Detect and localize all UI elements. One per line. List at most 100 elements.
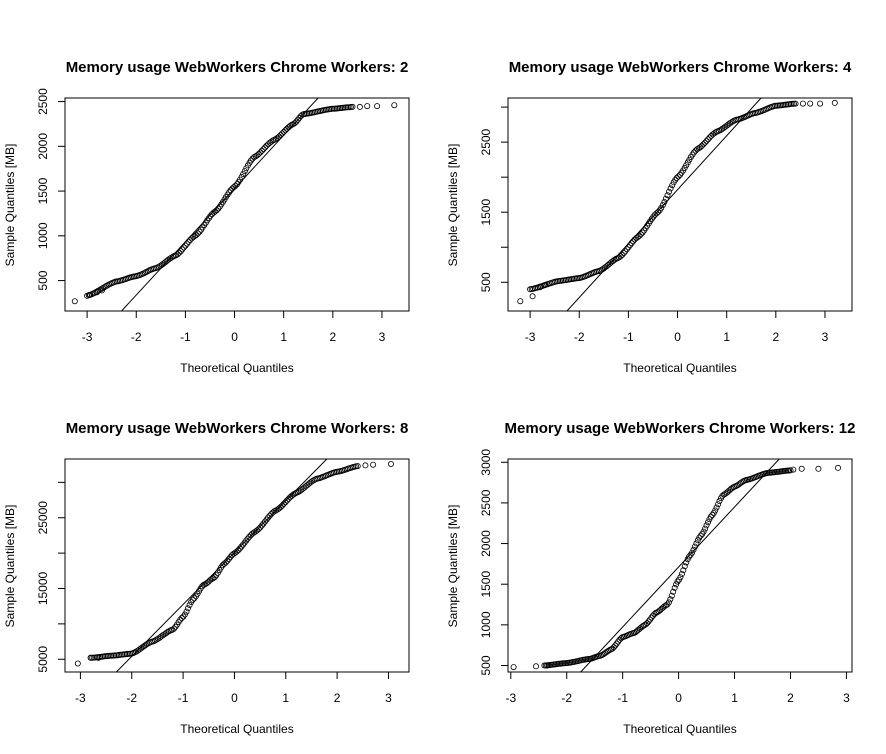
data-point: [93, 289, 100, 296]
data-point: [133, 648, 140, 655]
plot-area: -3 -2 -1 0 1 2 3 500 1500 2500: [479, 97, 853, 344]
data-point: [142, 642, 149, 649]
data-point: [246, 533, 253, 540]
data-point: [711, 130, 718, 137]
data-point: [799, 100, 806, 107]
data-point: [95, 654, 102, 661]
data-point: [283, 497, 290, 504]
data-point: [612, 642, 619, 649]
data-point: [668, 592, 675, 599]
data-point: [178, 614, 185, 621]
y-axis-label: Sample Quantiles [MB]: [3, 144, 17, 267]
data-point: [249, 530, 256, 537]
sample-points: [71, 102, 398, 305]
data-point: [648, 614, 655, 621]
data-point: [354, 463, 361, 470]
data-point: [661, 198, 668, 205]
data-point: [798, 465, 805, 472]
data-point: [180, 244, 187, 251]
data-point: [181, 611, 188, 618]
data-point: [258, 147, 265, 154]
data-point: [659, 202, 666, 209]
data-point: [597, 267, 604, 274]
data-point: [247, 157, 254, 164]
data-point: [250, 529, 257, 536]
data-point: [168, 254, 175, 261]
y-tick-label: 25000: [36, 501, 50, 535]
data-point: [196, 228, 203, 235]
plot-area: -3 -2 -1 0 1 2 3 500 1000 1500 2000 2500: [36, 88, 410, 344]
sample-points: [510, 464, 842, 671]
data-point: [673, 174, 680, 181]
data-point: [183, 608, 190, 615]
y-axis-label: Sample Quantiles [MB]: [446, 505, 460, 628]
data-point: [683, 559, 690, 566]
data-point: [619, 251, 626, 258]
data-point: [238, 543, 245, 550]
data-point: [613, 640, 620, 647]
data-point: [698, 142, 705, 149]
data-point: [153, 636, 160, 643]
data-point: [362, 462, 369, 469]
qq-plot-workers-2: Memory usage WebWorkers Chrome Workers: …: [3, 59, 410, 375]
data-point: [391, 102, 398, 109]
chart-title: Memory usage WebWorkers Chrome Workers: …: [66, 420, 409, 437]
y-tick-label: 2500: [479, 489, 493, 516]
data-point: [189, 596, 196, 603]
x-tick-label: 3: [379, 330, 386, 344]
x-tick-label: -1: [623, 330, 634, 344]
data-point: [615, 638, 622, 645]
data-point: [291, 120, 298, 127]
data-point: [98, 287, 105, 294]
plot-frame: [64, 458, 410, 673]
data-point: [713, 504, 720, 511]
data-point: [243, 537, 250, 544]
data-point: [87, 654, 94, 661]
data-point: [620, 250, 627, 257]
x-tick-label: 1: [731, 691, 738, 705]
data-point: [703, 137, 710, 144]
data-point: [701, 139, 708, 146]
qq-plot-workers-8: Memory usage WebWorkers Chrome Workers: …: [3, 420, 410, 736]
data-point: [707, 513, 714, 520]
x-tick-label: 0: [231, 330, 238, 344]
data-point: [277, 503, 284, 510]
data-point: [225, 556, 232, 563]
x-tick-label: 2: [334, 691, 341, 705]
data-point: [610, 644, 617, 651]
data-point: [254, 527, 261, 534]
data-point: [669, 182, 676, 189]
data-point: [227, 187, 234, 194]
data-point: [233, 548, 240, 555]
x-tick-label: -1: [617, 691, 628, 705]
data-point: [227, 554, 234, 561]
data-point: [623, 246, 630, 253]
data-point: [630, 238, 637, 245]
data-point: [261, 518, 268, 525]
data-point: [155, 263, 162, 270]
x-tick-label: 1: [280, 330, 287, 344]
data-point: [370, 461, 377, 468]
y-tick-label: 2000: [479, 530, 493, 557]
data-point: [691, 149, 698, 156]
x-tick-label: 0: [675, 691, 682, 705]
x-tick-label: 2: [787, 691, 794, 705]
data-point: [244, 535, 251, 542]
data-point: [213, 207, 220, 214]
data-point: [533, 663, 540, 670]
data-point: [236, 545, 243, 552]
qq-plot-workers-12: Memory usage WebWorkers Chrome Workers: …: [446, 420, 855, 736]
data-point: [667, 596, 674, 603]
y-tick-label: 15000: [36, 571, 50, 605]
data-point: [702, 525, 709, 532]
data-point: [215, 205, 222, 212]
y-tick-label: 500: [479, 272, 493, 292]
data-point: [141, 643, 148, 650]
data-point: [294, 489, 301, 496]
data-point: [653, 210, 660, 217]
data-point: [293, 118, 300, 125]
data-point: [241, 168, 248, 175]
plot-frame: [507, 97, 853, 312]
data-point: [677, 574, 684, 581]
